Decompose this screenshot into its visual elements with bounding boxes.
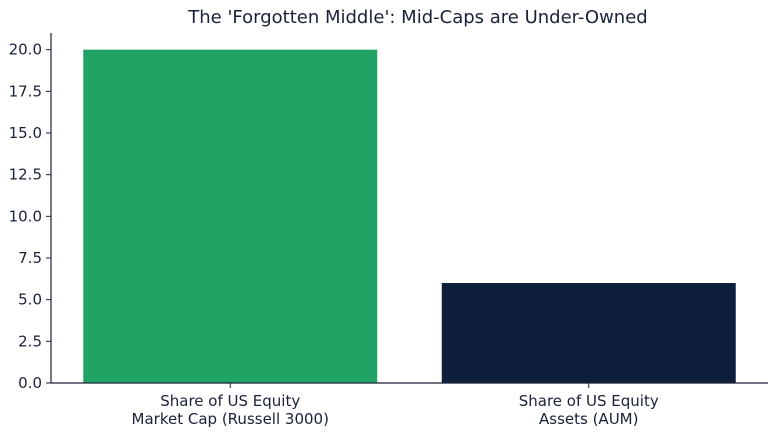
y-axis: 0.0 2.5 5.0 7.5 10.0 12.5 15.0 17.5 20.0 (9, 33, 52, 392)
y-tick-label: 7.5 (18, 249, 42, 267)
bar (441, 283, 736, 383)
y-tick-label: 0.0 (18, 374, 42, 392)
x-category-label: Market Cap (Russell 3000) (132, 410, 329, 428)
y-tick-label: 17.5 (9, 82, 42, 100)
x-category-label: Assets (AUM) (539, 410, 638, 428)
x-category-label: Share of US Equity (519, 392, 659, 410)
x-category-label: Share of US Equity (160, 392, 300, 410)
bars-group (83, 49, 736, 384)
y-tick-label: 5.0 (18, 291, 42, 309)
y-tick-label: 15.0 (9, 124, 42, 142)
y-tick-label: 10.0 (9, 207, 42, 225)
chart-title: The 'Forgotten Middle': Mid-Caps are Und… (188, 7, 648, 28)
y-tick-label: 2.5 (18, 332, 42, 350)
y-tick-label: 20.0 (9, 41, 42, 59)
y-tick-label: 12.5 (9, 166, 42, 184)
bar (83, 49, 378, 384)
